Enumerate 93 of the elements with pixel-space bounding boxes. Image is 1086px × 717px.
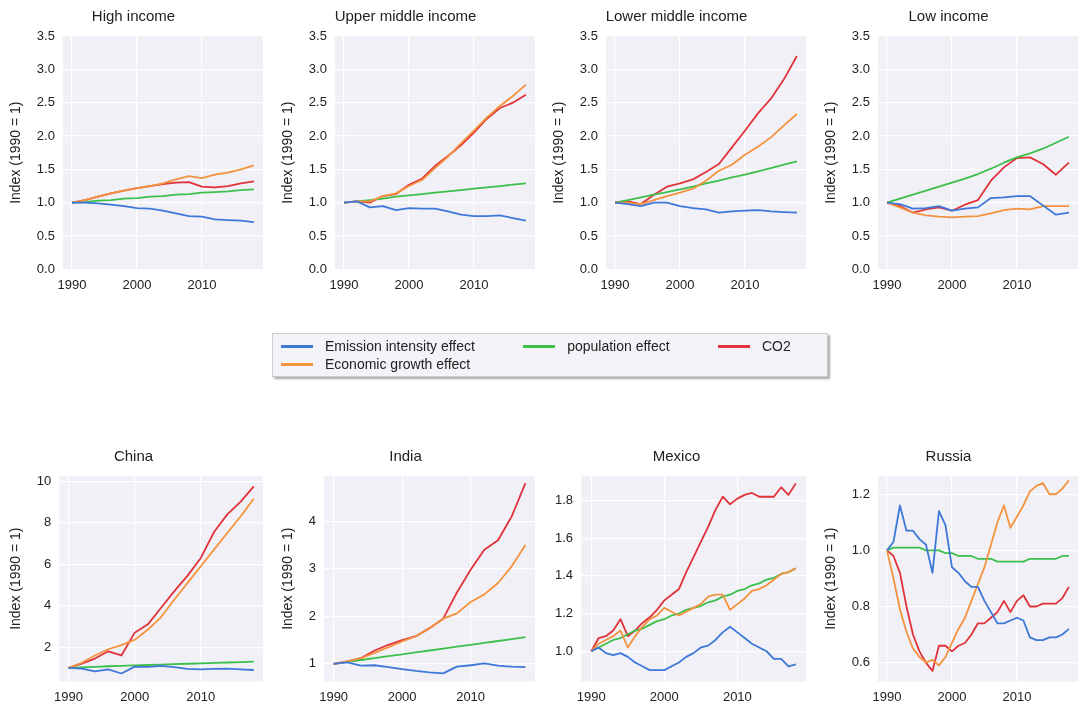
- y-axis-title: Index (1990 = 1): [821, 101, 838, 204]
- y-tick-label: 2.5: [308, 94, 327, 110]
- legend-label: CO2: [761, 338, 791, 354]
- chart-title: India: [388, 447, 422, 465]
- y-tick-label: 1: [308, 655, 316, 671]
- y-tick-label: 2.5: [851, 94, 870, 110]
- x-tick-label: 1990: [872, 276, 901, 292]
- y-axis-title: Index (1990 = 1): [278, 101, 295, 204]
- y-tick-label: 2.0: [851, 127, 870, 143]
- x-tick-label: 1990: [318, 688, 348, 704]
- y-tick-label: 2: [44, 638, 52, 654]
- y-tick-label: 1.5: [36, 160, 55, 176]
- y-tick-label: 0.5: [579, 227, 598, 243]
- legend-label: population effect: [567, 338, 670, 354]
- y-axis-title: Index (1990 = 1): [821, 527, 838, 630]
- y-tick-label: 1.0: [36, 194, 55, 210]
- y-tick-label: 1.5: [579, 160, 598, 176]
- x-tick-label: 2010: [1001, 276, 1031, 292]
- x-tick-label: 2000: [122, 276, 152, 292]
- x-tick-label: 1990: [872, 688, 901, 704]
- chart-title: Upper middle income: [334, 7, 476, 25]
- y-tick-label: 6: [44, 555, 52, 571]
- chart-title: Low income: [907, 7, 989, 25]
- y-tick-label: 3.0: [308, 60, 327, 76]
- x-tick-label: 2010: [186, 688, 216, 704]
- y-tick-label: 3: [308, 560, 316, 576]
- y-tick-label: 1.2: [554, 605, 574, 621]
- x-tick-label: 2000: [936, 688, 966, 704]
- y-tick-label: 2.0: [579, 127, 598, 143]
- x-tick-label: 2010: [458, 276, 488, 292]
- y-tick-label: 0.0: [851, 260, 870, 276]
- y-tick-label: 1.0: [308, 194, 327, 210]
- y-tick-label: 2.5: [36, 94, 55, 110]
- y-tick-label: 3.0: [851, 60, 870, 76]
- y-tick-label: 0.5: [308, 227, 327, 243]
- y-tick-label: 8: [44, 514, 52, 530]
- x-tick-label: 2010: [187, 276, 217, 292]
- y-tick-label: 2.0: [308, 127, 327, 143]
- y-tick-label: 1.2: [851, 485, 870, 501]
- chart-title: Lower middle income: [605, 7, 748, 25]
- y-tick-label: 2.5: [579, 94, 598, 110]
- x-tick-label: 2010: [1001, 688, 1031, 704]
- x-tick-label: 2000: [393, 276, 423, 292]
- y-tick-label: 0.5: [851, 227, 870, 243]
- y-tick-label: 4: [44, 597, 52, 613]
- y-tick-label: 2.0: [36, 127, 55, 143]
- chart-title: Mexico: [652, 447, 701, 465]
- y-tick-label: 4: [308, 512, 316, 528]
- y-tick-label: 1.0: [554, 642, 574, 658]
- y-tick-label: 1.6: [554, 529, 574, 545]
- y-axis-title: Index (1990 = 1): [550, 101, 567, 204]
- y-tick-label: 3.5: [36, 27, 55, 43]
- y-tick-label: 0.6: [851, 654, 870, 670]
- y-tick-label: 0.8: [851, 598, 870, 614]
- y-tick-label: 3.5: [308, 27, 327, 43]
- x-tick-label: 2010: [455, 688, 485, 704]
- legend-label: Economic growth effect: [325, 356, 471, 372]
- y-tick-label: 1.5: [308, 160, 327, 176]
- y-tick-label: 1.0: [579, 194, 598, 210]
- y-tick-label: 3.0: [36, 60, 55, 76]
- y-tick-label: 3.5: [851, 27, 870, 43]
- y-axis-title: Index (1990 = 1): [278, 527, 295, 630]
- x-tick-label: 1990: [57, 276, 87, 292]
- y-tick-label: 3.0: [579, 60, 598, 76]
- x-tick-label: 2010: [730, 276, 760, 292]
- chart-title: China: [113, 447, 154, 465]
- y-tick-label: 1.0: [851, 194, 870, 210]
- x-tick-label: 2000: [387, 688, 417, 704]
- x-tick-label: 2000: [120, 688, 150, 704]
- x-tick-label: 2000: [936, 276, 966, 292]
- y-tick-label: 1.0: [851, 541, 870, 557]
- x-tick-label: 1990: [576, 688, 606, 704]
- y-tick-label: 2: [308, 607, 316, 623]
- x-tick-label: 1990: [600, 276, 630, 292]
- chart-title: Russia: [925, 447, 972, 465]
- y-tick-label: 1.5: [851, 160, 870, 176]
- y-tick-label: 1.4: [554, 567, 574, 583]
- y-tick-label: 1.8: [554, 492, 574, 508]
- y-tick-label: 3.5: [579, 27, 598, 43]
- y-tick-label: 0.0: [579, 260, 598, 276]
- chart-title: High income: [91, 7, 176, 25]
- x-tick-label: 1990: [54, 688, 83, 704]
- y-tick-label: 0.5: [36, 227, 55, 243]
- y-axis-title: Index (1990 = 1): [7, 527, 24, 630]
- x-tick-label: 1990: [329, 276, 358, 292]
- y-tick-label: 10: [36, 472, 52, 488]
- x-tick-label: 2010: [722, 688, 752, 704]
- legend-label: Emission intensity effect: [325, 338, 475, 354]
- y-axis-title: Index (1990 = 1): [7, 101, 24, 204]
- x-tick-label: 2000: [649, 688, 679, 704]
- x-tick-label: 2000: [665, 276, 695, 292]
- y-tick-label: 0.0: [36, 260, 55, 276]
- y-tick-label: 0.0: [308, 260, 327, 276]
